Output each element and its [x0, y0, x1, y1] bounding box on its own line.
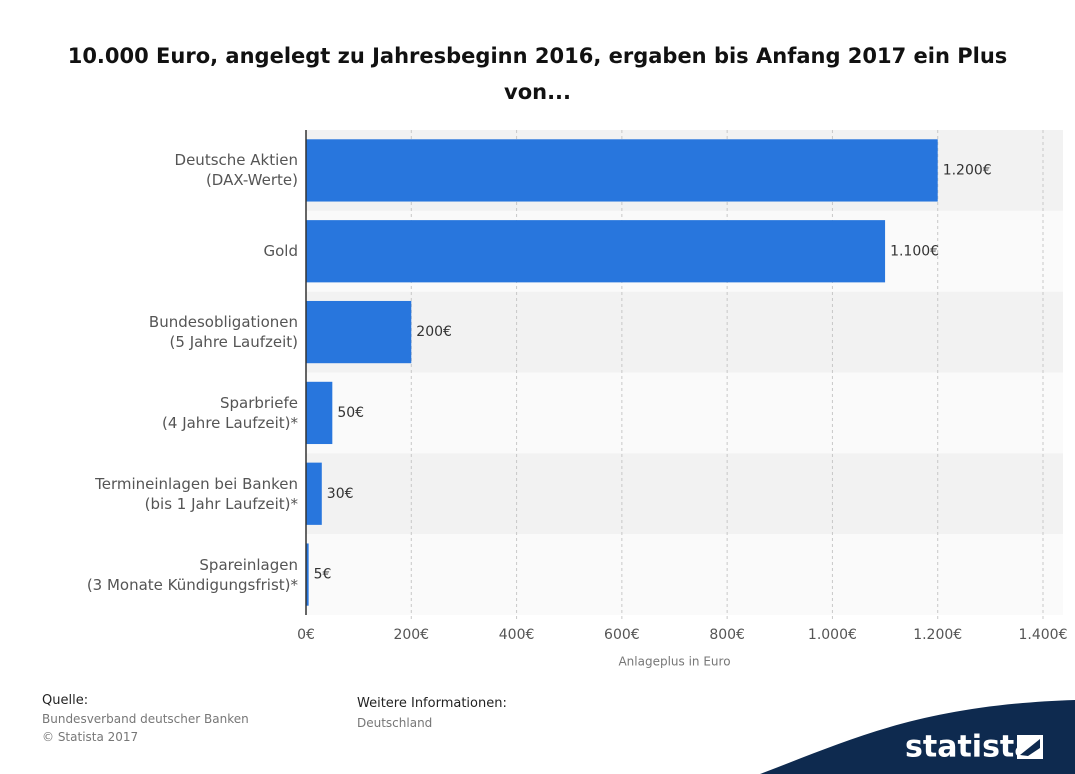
row-band — [306, 534, 1063, 615]
row-band — [306, 453, 1063, 535]
info-label: Weitere Informationen: — [357, 696, 507, 711]
source-label: Quelle: — [42, 693, 89, 708]
value-label: 50€ — [337, 405, 364, 421]
x-axis-label: Anlageplus in Euro — [618, 655, 730, 669]
y-tick-label: Termineinlagen bei Banken (bis 1 Jahr La… — [95, 474, 298, 513]
bar — [306, 139, 938, 202]
chart-title: 10.000 Euro, angelegt zu Jahresbeginn 20… — [67, 44, 1008, 104]
bar — [306, 381, 333, 445]
bar — [306, 220, 886, 283]
y-tick-label: Deutsche Aktien (DAX-Werte) — [174, 151, 298, 190]
value-label: 200€ — [416, 324, 452, 340]
y-tick-label: Gold — [263, 242, 299, 261]
row-band — [306, 372, 1063, 454]
bar — [306, 300, 412, 364]
value-label: 1.200€ — [943, 162, 992, 178]
copyright: © Statista 2017 — [42, 730, 139, 744]
value-label: 30€ — [327, 486, 354, 502]
value-label: 1.100€ — [890, 243, 939, 259]
y-tick-label: Bundesobligationen (5 Jahre Laufzeit) — [148, 313, 298, 352]
source: Bundesverband deutscher Banken — [42, 712, 249, 726]
bar — [306, 462, 322, 525]
row-band — [306, 291, 1063, 373]
x-tick-label: 0€ — [297, 627, 315, 643]
x-tick-label: 1.200€ — [913, 627, 962, 643]
x-tick-label: 600€ — [604, 627, 640, 643]
value-label: 5€ — [314, 567, 332, 583]
y-tick-label: Spareinlagen (3 Monate Kündigungsfrist)* — [86, 555, 298, 594]
x-tick-label: 200€ — [393, 627, 429, 643]
x-tick-label: 400€ — [499, 627, 535, 643]
bar — [306, 543, 309, 606]
x-tick-label: 1.000€ — [808, 627, 857, 643]
info: Deutschland — [357, 716, 433, 730]
y-tick-label: Sparbriefe (4 Jahre Laufzeit)* — [162, 393, 298, 432]
x-tick-label: 800€ — [709, 627, 745, 643]
brand-shape — [760, 700, 1075, 774]
x-tick-label: 1.400€ — [1019, 627, 1068, 643]
brand-icon-mark — [1020, 739, 1040, 756]
brand: statista — [905, 730, 1035, 765]
